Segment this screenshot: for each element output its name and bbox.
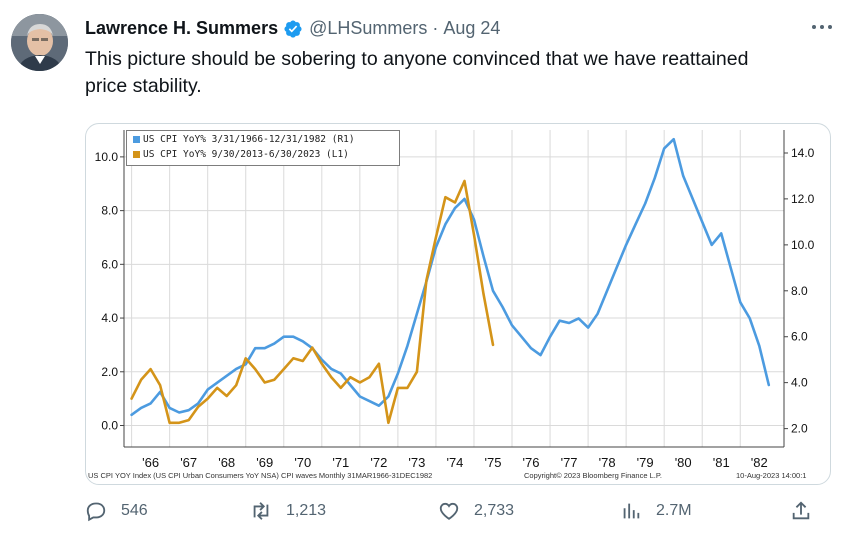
x-tick-label: '80 [675,455,692,470]
legend-swatch-blue [133,136,140,143]
x-tick-label: '82 [751,455,768,470]
avatar-portrait [11,14,68,71]
right-tick-label: 2.0 [791,422,808,436]
x-tick-label: '67 [180,455,197,470]
author-avatar[interactable] [11,14,68,71]
x-tick-label: '66 [142,455,159,470]
like-count: 2,733 [474,502,515,519]
tweet-actions: 546 1,213 2,733 2.7M [85,500,835,530]
retweet-count: 1,213 [286,502,327,519]
legend-entry-1: US CPI YoY% 3/31/1966-12/31/1982 (R1) [133,134,355,145]
right-tick-label: 4.0 [791,376,808,390]
heart-icon [439,502,459,520]
like-button[interactable]: 2,733 [438,500,514,522]
x-tick-label: '75 [485,455,502,470]
series-line-2013-2023 [130,179,495,425]
x-tick-label: '74 [446,455,463,470]
right-tick-label: 8.0 [791,284,808,298]
reply-icon [86,502,106,522]
right-tick-label: 14.0 [791,146,815,160]
series-line-1966-1982 [130,137,771,417]
chart-footer-copyright: Copyright© 2023 Bloomberg Finance L.P. [524,471,662,480]
x-tick-label: '76 [523,455,540,470]
retweet-button[interactable]: 1,213 [250,500,326,522]
left-tick-label: 6.0 [101,257,118,271]
x-tick-label: '81 [713,455,730,470]
chart-footer-timestamp: 10-Aug-2023 14:00:1 [736,471,806,480]
reply-count: 546 [121,502,148,519]
left-tick-label: 8.0 [101,204,118,218]
x-tick-label: '72 [370,455,387,470]
left-tick-label: 0.0 [101,419,118,433]
chart-legend: US CPI YoY% 3/31/1966-12/31/1982 (R1) US… [126,130,400,166]
tweet-date[interactable]: Aug 24 [443,18,501,38]
right-tick-label: 6.0 [791,330,808,344]
share-button[interactable] [790,500,826,522]
views-icon [623,503,640,519]
right-tick-label: 12.0 [791,192,815,206]
tweet-media-chart[interactable]: '66 '67 '68 '69 '70 '71 '72 '73 '74 '75 '76 '77 '78 '… [85,123,831,485]
right-tick-label: 10.0 [791,238,815,252]
chart-footer-source: US CPI YOY Index (US CPI Urban Consumers… [88,471,432,480]
views-count: 2.7M [656,502,692,519]
x-tick-label: '71 [332,455,349,470]
left-tick-label: 2.0 [101,365,118,379]
legend-swatch-orange [133,151,140,158]
verified-badge-icon [284,19,302,38]
left-tick-label: 4.0 [101,311,118,325]
tweet-text: This picture should be sobering to anyon… [85,48,749,97]
x-tick-label: '69 [256,455,273,470]
more-options-icon[interactable] [810,20,834,34]
legend-entry-2: US CPI YoY% 9/30/2013-6/30/2023 (L1) [133,149,349,160]
left-tick-label: 10.0 [95,150,119,164]
x-tick-label: '68 [218,455,235,470]
tweet-header: Lawrence H. Summers @LHSummers · Aug 24 [85,18,500,39]
views-button[interactable]: 2.7M [620,500,692,522]
x-tick-label: '77 [561,455,578,470]
x-tick-label: '79 [637,455,654,470]
x-tick-label: '78 [599,455,616,470]
retweet-icon [253,502,269,520]
reply-button[interactable]: 546 [85,500,148,522]
x-tick-label: '73 [408,455,425,470]
author-name[interactable]: Lawrence H. Summers [85,18,279,38]
author-handle[interactable]: @LHSummers [309,18,428,38]
cpi-chart: '66 '67 '68 '69 '70 '71 '72 '73 '74 '75 '76 '77 '78 '… [88,130,815,480]
x-tick-label: '70 [294,455,311,470]
header-separator: · [432,18,439,38]
legend-label-2: US CPI YoY% 9/30/2013-6/30/2023 (L1) [143,149,349,160]
legend-label-1: US CPI YoY% 3/31/1966-12/31/1982 (R1) [143,134,355,145]
share-icon [792,501,810,520]
